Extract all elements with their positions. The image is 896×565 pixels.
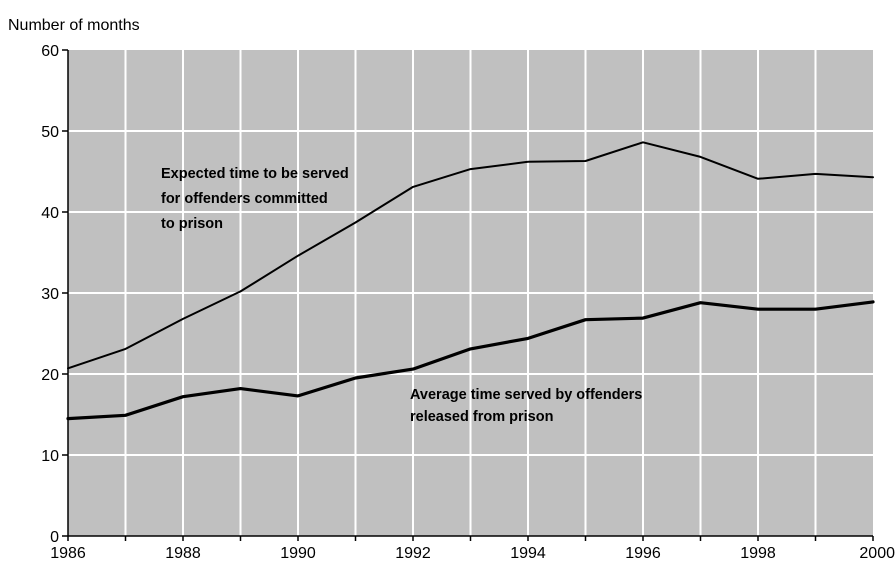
y-tick-label: 30 <box>41 286 59 303</box>
x-tick-label: 1990 <box>280 545 316 562</box>
axis-ticks: 0 10 20 30 40 50 60 1986 1988 1990 1992 1994 1996 199… <box>41 43 895 562</box>
x-tick-label: 1996 <box>625 545 661 562</box>
y-tick-label: 10 <box>41 448 59 465</box>
series-line-expected-time <box>67 141 874 370</box>
y-tick-label: 40 <box>41 205 59 222</box>
grid-lines <box>68 50 873 536</box>
annotation-expected-line-1: Expected time to be served <box>161 166 349 182</box>
y-tick-label: 0 <box>50 529 59 546</box>
annotation-average-line-1: Average time served by offenders <box>410 387 642 403</box>
annotation-expected-line-3: to prison <box>161 216 223 232</box>
y-tick-label: 50 <box>41 124 59 141</box>
y-tick-label: 20 <box>41 367 59 384</box>
series-line-average-time <box>66 300 875 421</box>
x-tick-label: 1998 <box>740 545 776 562</box>
x-tick-label: 1994 <box>510 545 546 562</box>
y-tick-label: 60 <box>41 43 59 60</box>
x-tick-label: 2000 <box>859 545 895 562</box>
y-axis-title: Number of months <box>8 17 140 34</box>
x-tick-label: 1992 <box>395 545 431 562</box>
x-tick-label: 1986 <box>50 545 86 562</box>
series-lines <box>66 141 875 421</box>
annotation-average-line-2: released from prison <box>410 409 553 425</box>
x-tick-label: 1988 <box>165 545 201 562</box>
annotation-expected-line-2: for offenders committed <box>161 191 328 207</box>
